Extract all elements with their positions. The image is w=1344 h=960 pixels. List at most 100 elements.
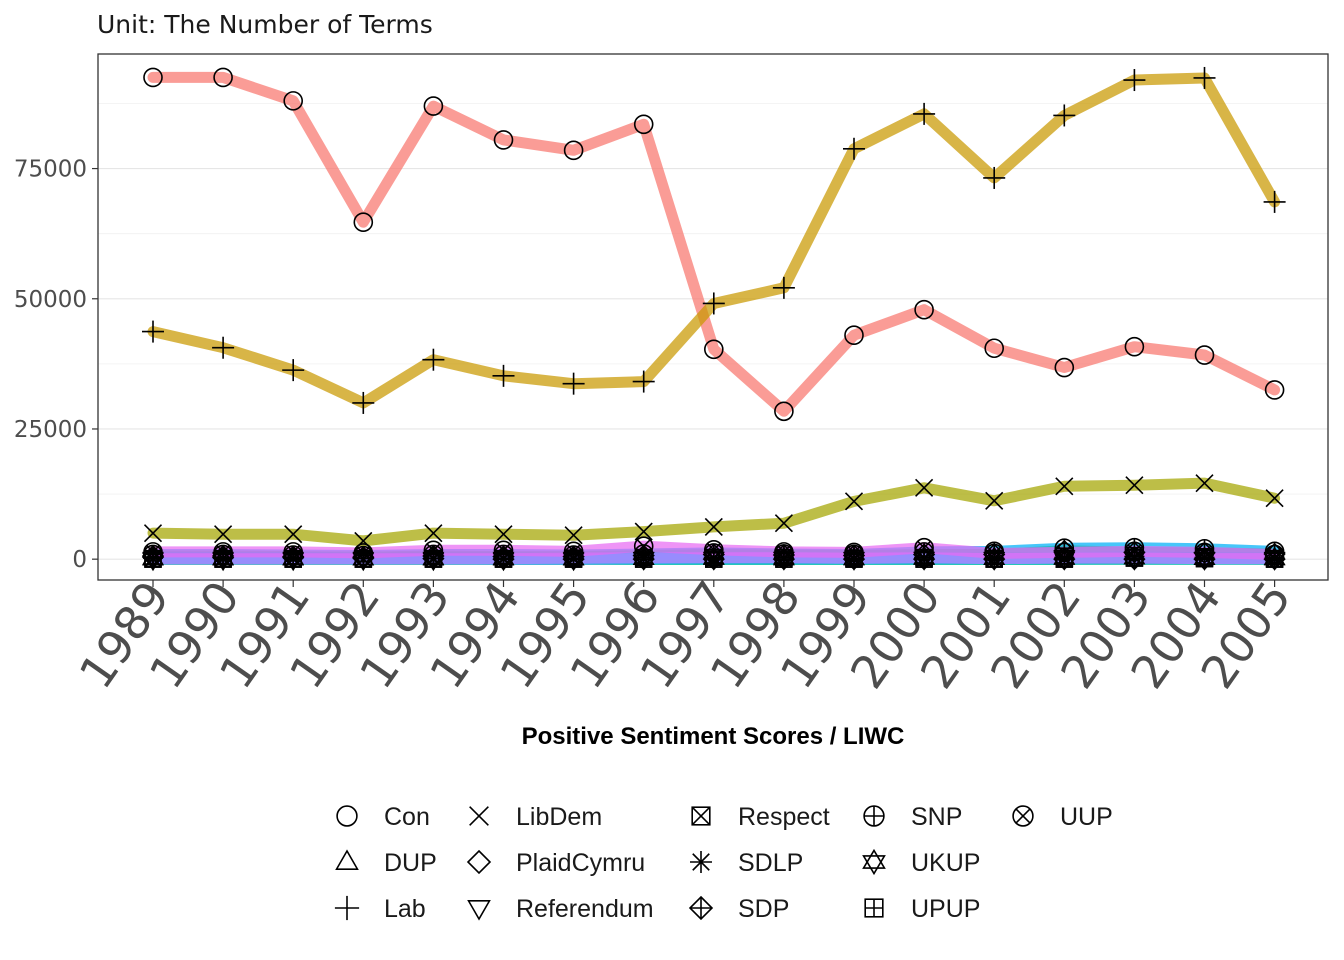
legend-label: UKUP: [911, 849, 980, 877]
data-point-lab: [1263, 190, 1286, 213]
data-point-uup: [1124, 541, 1145, 562]
data-point-con: [844, 325, 864, 346]
legend-label: DUP: [384, 849, 437, 877]
data-point-lab: [983, 166, 1006, 189]
data-point-uup: [1054, 542, 1075, 563]
marker-stroke: [636, 539, 651, 554]
data-point-libdem: [774, 514, 793, 533]
marker-stroke: [216, 544, 231, 559]
data-point-lab: [422, 348, 445, 371]
data-point-lab: [562, 372, 585, 395]
legend-label: SNP: [911, 803, 962, 831]
marker-stroke: [847, 545, 861, 560]
data-point-lab: [702, 292, 725, 315]
marker-circle: [703, 539, 724, 560]
marker-stroke: [1127, 544, 1142, 559]
legend-item-sdlp: SDLP: [690, 849, 803, 877]
data-point-lab: [1053, 104, 1076, 127]
marker-circle: [1012, 805, 1034, 827]
legend-label: Respect: [738, 803, 830, 831]
data-point-con: [1054, 357, 1075, 378]
data-point-uup: [493, 540, 514, 561]
plot-border: [97, 53, 1329, 581]
marker-stroke: [1195, 474, 1214, 493]
marker-stroke: [284, 525, 303, 544]
data-point-libdem: [915, 478, 934, 497]
legend-label: Con: [384, 803, 430, 831]
data-point-con: [353, 212, 374, 233]
marker-stroke: [706, 542, 721, 557]
data-point-libdem: [143, 524, 163, 543]
data-point-libdem: [634, 522, 653, 541]
marker-circle: [1194, 542, 1215, 563]
marker-stroke: [634, 522, 653, 541]
marker-stroke: [494, 525, 513, 544]
marker-stroke: [564, 526, 583, 545]
series-line-con: [147, 71, 1281, 417]
legend-item-sdp: SDP: [688, 895, 789, 923]
marker-circle: [423, 96, 444, 116]
legend-label: SDP: [738, 895, 789, 923]
data-point-uup: [563, 541, 584, 562]
data-point-con: [633, 114, 654, 135]
data-point-lab: [282, 359, 305, 382]
marker-triangle: [862, 855, 886, 876]
marker-circle: [1264, 380, 1285, 400]
data-point-libdem: [1195, 474, 1214, 493]
data-point-uup: [984, 543, 1005, 564]
marker-circle: [1054, 542, 1075, 563]
y-tick-label: 50000: [14, 287, 87, 313]
data-point-libdem: [494, 525, 513, 544]
legend-item-dup: DUP: [335, 849, 437, 877]
legend-label: UPUP: [911, 895, 980, 923]
marker-circle: [143, 67, 163, 88]
data-point-con: [213, 67, 233, 88]
data-point-con: [563, 140, 584, 161]
marker-stroke: [1265, 489, 1284, 508]
legend-item-plaidcymru: PlaidCymru: [466, 849, 645, 877]
marker-stroke: [844, 492, 864, 511]
data-point-uup: [143, 542, 163, 562]
marker-stroke: [146, 544, 160, 559]
marker-stroke: [469, 806, 489, 826]
data-point-con: [914, 299, 934, 320]
marker-stroke: [286, 544, 301, 559]
marker-stroke: [1125, 476, 1144, 495]
data-point-libdem: [1055, 477, 1074, 496]
marker-circle: [914, 537, 934, 558]
marker-circle: [423, 540, 444, 561]
legend-item-ukup: UKUP: [862, 848, 980, 877]
marker-circle: [633, 536, 654, 556]
marker-stroke: [1267, 547, 1282, 562]
legend-item-referendum: Referendum: [467, 895, 654, 923]
data-point-uup: [914, 537, 934, 558]
marker-stroke: [987, 546, 1002, 561]
marker-circle: [493, 540, 514, 561]
marker-circle: [213, 542, 233, 562]
legend-item-snp: SNP: [863, 803, 962, 831]
legend-item-uup: UUP: [1012, 803, 1113, 831]
marker-stroke: [776, 544, 791, 559]
legend-label: Lab: [384, 895, 426, 923]
legend-label: PlaidCymru: [516, 849, 645, 877]
data-point-uup: [633, 536, 654, 556]
marker-circle: [703, 339, 724, 360]
data-point-con: [984, 338, 1005, 359]
data-point-upup: [915, 548, 933, 567]
y-tick-label: 25000: [14, 417, 87, 443]
data-point-lab: [492, 364, 515, 387]
marker-circle: [1054, 357, 1075, 378]
data-point-libdem: [844, 492, 864, 511]
data-point-uup: [1194, 542, 1215, 563]
legend-label: Referendum: [516, 895, 654, 923]
y-tick-label: 75000: [14, 157, 87, 183]
marker-circle: [213, 67, 233, 88]
marker-circle: [493, 130, 514, 150]
marker-stroke: [566, 544, 581, 559]
series-markers: [141, 66, 1286, 572]
marker-triangle: [467, 900, 491, 921]
data-point-lab: [1123, 69, 1146, 92]
marker-circle: [1264, 544, 1285, 565]
marker-stroke: [143, 524, 163, 543]
